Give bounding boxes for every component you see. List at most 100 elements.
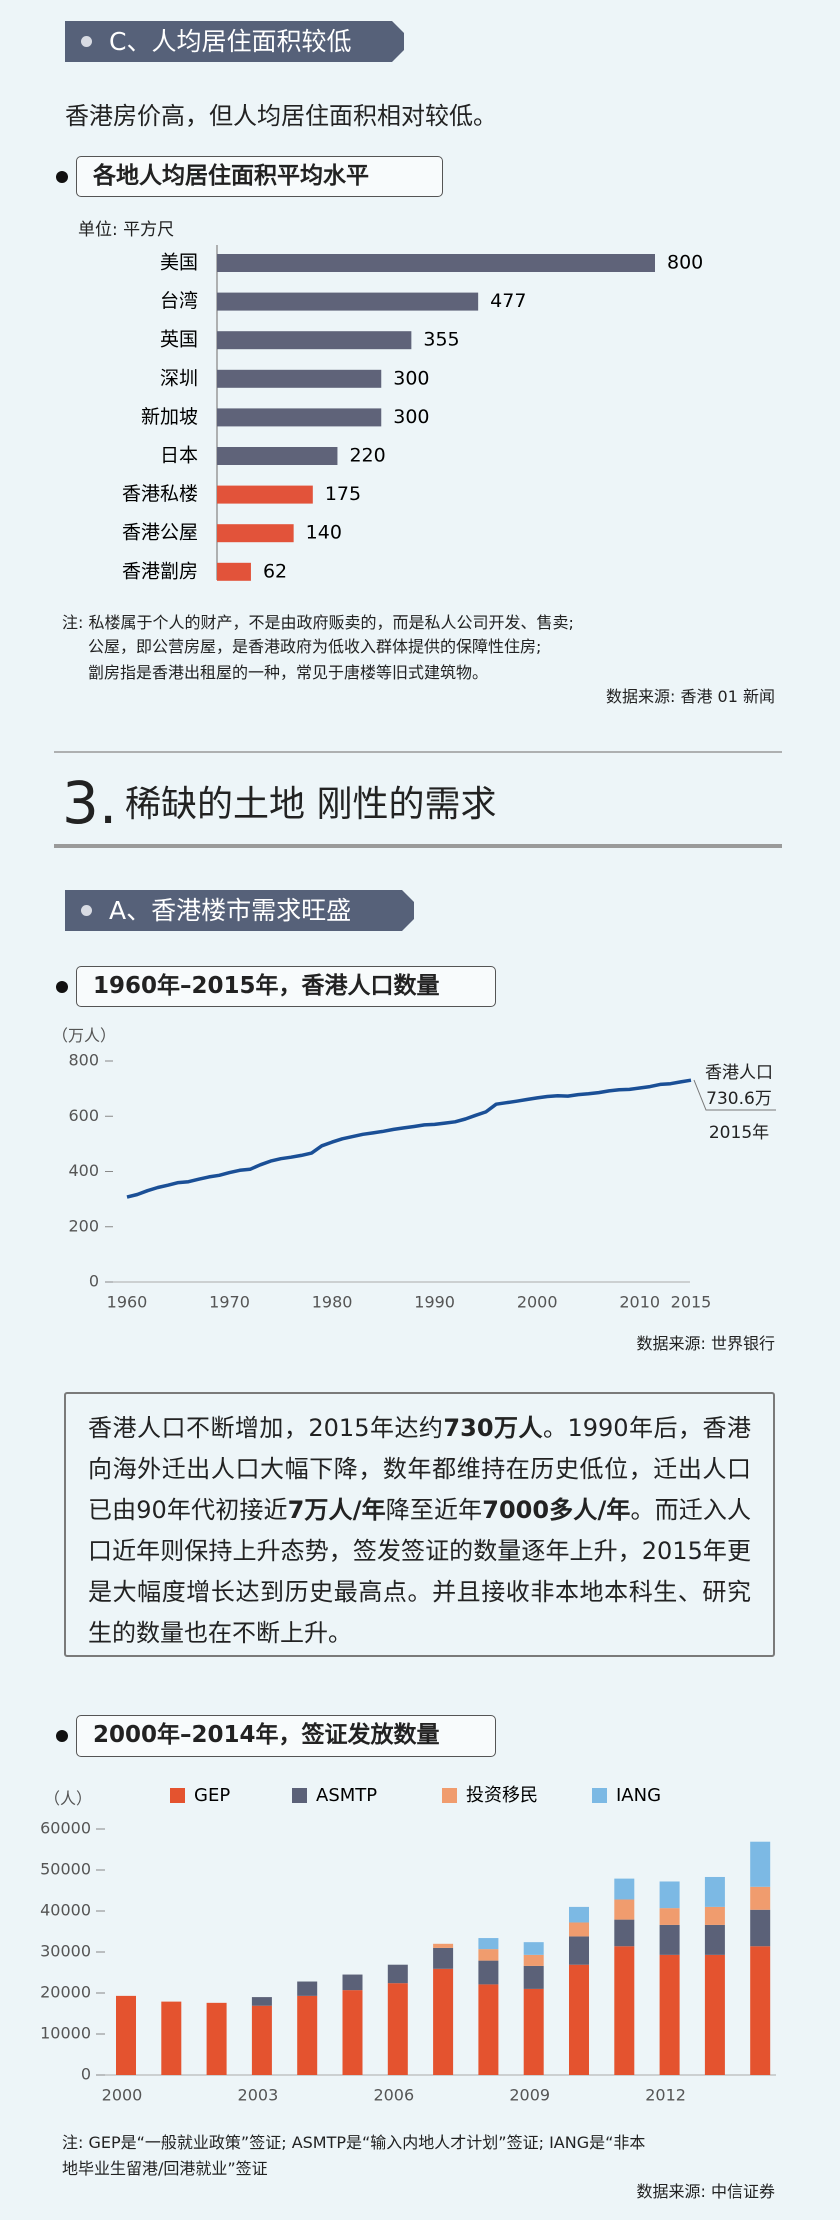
y-tick-label: 50000 <box>40 1860 91 1879</box>
bar <box>217 408 382 427</box>
legend-swatch <box>592 1788 607 1803</box>
legend-swatch <box>292 1788 307 1803</box>
bar <box>217 485 313 504</box>
text: 。而迁入人口近年则保持上升态势，签发签证的数量逐年上升，2015年更是大幅度增长… <box>88 1496 752 1647</box>
bar-segment <box>251 1997 272 2006</box>
category-label: 英国 <box>160 329 198 351</box>
x-tick-label: 1980 <box>312 1293 353 1312</box>
bar-segment <box>569 1964 589 2075</box>
bar-segment <box>750 1841 771 1887</box>
bar-segment <box>433 1947 454 1969</box>
source: 数据来源: 中信证券 <box>636 2182 775 2201</box>
x-tick-label: 2000 <box>517 1293 558 1312</box>
bar <box>217 254 655 272</box>
bar-segment <box>704 1924 725 1955</box>
bar-segment <box>569 1936 589 1965</box>
category-label: 美国 <box>160 252 198 274</box>
annotation: 香港人口 <box>705 1063 773 1083</box>
bar <box>217 369 382 388</box>
bullet <box>56 171 68 183</box>
text: 香港人口不断增加，2015年达约 <box>88 1414 444 1442</box>
y-tick-label: 0 <box>89 1272 99 1291</box>
y-tick-label: 10000 <box>40 2024 91 2043</box>
bar-segment <box>523 1988 544 2075</box>
bar-segment <box>569 1922 589 1937</box>
bar-segment <box>704 1876 725 1907</box>
bar-segment <box>659 1881 680 1909</box>
value-label: 175 <box>325 483 361 505</box>
section-title: 稀缺的土地 刚性的需求 <box>125 784 497 825</box>
legend-label: ASMTP <box>316 1785 377 1806</box>
bold-text: 7000多人/年 <box>482 1496 631 1524</box>
x-tick-label: 2010 <box>619 1293 660 1312</box>
value-label: 300 <box>393 367 429 389</box>
y-tick-label: 0 <box>81 2065 91 2084</box>
annotation: 2015年 <box>708 1123 770 1143</box>
x-tick-label: 1990 <box>414 1293 455 1312</box>
x-tick-label: 2003 <box>238 2086 279 2105</box>
bar <box>217 447 338 465</box>
legend-label: IANG <box>616 1785 661 1806</box>
bar <box>217 562 251 581</box>
y-tick-label: 400 <box>68 1161 99 1180</box>
category-label: 台湾 <box>160 290 198 312</box>
value-label: 477 <box>490 290 526 312</box>
bold-text: 730万人 <box>443 1414 543 1442</box>
bar <box>217 292 479 311</box>
y-tick-label: 20000 <box>40 1983 91 2002</box>
y-tick-label: 30000 <box>40 1942 91 1961</box>
bullet <box>56 981 68 993</box>
category-label: 香港公屋 <box>122 522 198 544</box>
x-tick-label: 2015 <box>671 1293 712 1312</box>
bar-segment <box>478 1984 499 2075</box>
x-tick-label: 1970 <box>209 1293 250 1312</box>
bold-text: 7万人/年 <box>287 1496 386 1524</box>
legend-label: 投资移民 <box>466 1785 538 1806</box>
legend-swatch <box>442 1788 457 1803</box>
bar-segment <box>387 1964 408 1984</box>
section-header: A、香港楼市需求旺盛 <box>65 890 414 931</box>
note: 劏房指是香港出租屋的一种，常见于唐楼等旧式建筑物。 <box>88 663 489 682</box>
bar-segment <box>614 1919 635 1947</box>
x-tick-label: 2012 <box>645 2086 686 2105</box>
bar-segment <box>342 1974 363 1991</box>
bar-segment <box>478 1960 499 1985</box>
annotation: 730.6万 <box>706 1089 772 1109</box>
bar-segment <box>297 1995 318 2075</box>
bar-segment <box>161 2001 182 2075</box>
bar-segment <box>206 2002 227 2075</box>
section-number: 3. <box>62 769 118 837</box>
value-label: 800 <box>667 252 703 274</box>
bar-segment <box>478 1938 499 1950</box>
bar-segment <box>523 1942 544 1955</box>
bar-segment <box>387 1983 408 2075</box>
bar-segment <box>750 1886 771 1910</box>
value-label: 220 <box>349 445 385 467</box>
legend-label: GEP <box>194 1785 230 1806</box>
chart-title: 1960年–2015年，香港人口数量 <box>76 966 496 1007</box>
x-tick-label: 2006 <box>373 2086 414 2105</box>
bar-segment <box>523 1965 544 1989</box>
value-label: 300 <box>393 406 429 428</box>
chart-title: 各地人均居住面积平均水平 <box>76 156 443 197</box>
legend-swatch <box>170 1788 185 1803</box>
category-label: 新加坡 <box>141 406 198 428</box>
category-label: 深圳 <box>160 367 198 389</box>
bar-segment <box>614 1946 635 2075</box>
y-tick-label: 60000 <box>40 1819 91 1838</box>
bar-segment <box>433 1943 454 1948</box>
section-header: C、人均居住面积较低 <box>65 21 404 62</box>
x-tick-label: 1960 <box>107 1293 148 1312</box>
bar-segment <box>750 1946 771 2075</box>
category-label: 香港私楼 <box>122 483 198 505</box>
bar-segment <box>704 1954 725 2075</box>
category-label: 香港劏房 <box>122 560 198 582</box>
y-tick-label: 600 <box>68 1106 99 1125</box>
note: 地毕业生留港/回港就业”签证 <box>62 2159 268 2178</box>
y-unit: （万人） <box>52 1026 117 1045</box>
source: 数据来源: 香港 01 新闻 <box>605 687 775 706</box>
bar-segment <box>704 1906 725 1925</box>
note: 注: 私楼属于个人的财产，不是由政府贩卖的，而是私人公司开发、售卖; <box>62 613 574 632</box>
y-tick-label: 40000 <box>40 1901 91 1920</box>
x-tick-label: 2009 <box>509 2086 550 2105</box>
